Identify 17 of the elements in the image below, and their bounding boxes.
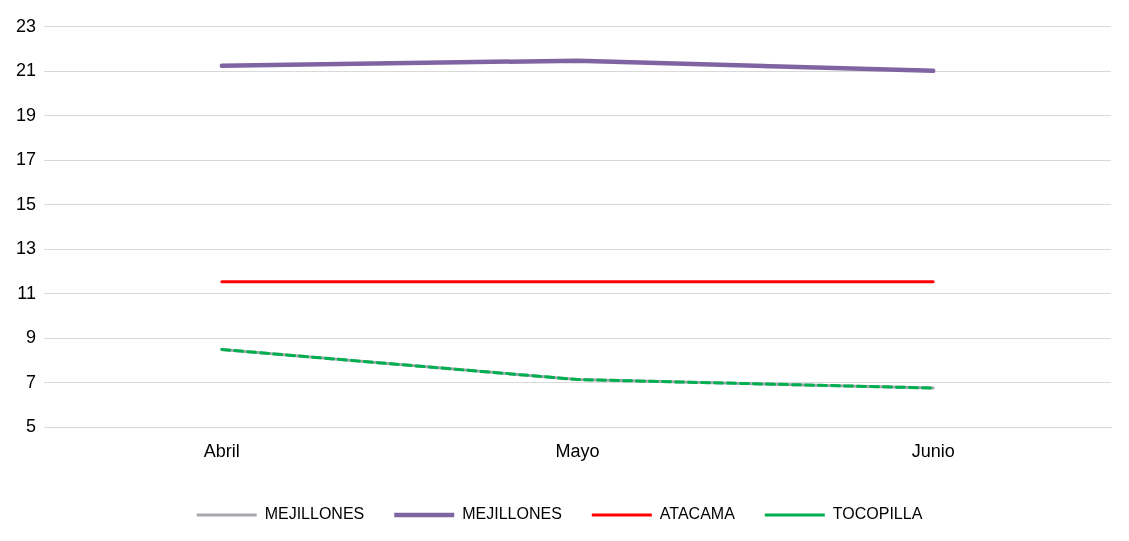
legend-label: TOCOPILLA — [832, 505, 923, 523]
legend-label: MEJILLONES — [462, 505, 562, 523]
legend-label: MEJILLONES — [264, 505, 365, 523]
y-tick-label: 9 — [26, 327, 37, 348]
y-tick-label: 11 — [17, 282, 37, 303]
y-tick-label: 5 — [26, 416, 37, 437]
y-tick-label: 15 — [15, 193, 37, 214]
y-tick-label: 23 — [15, 15, 37, 36]
x-tick-label: Mayo — [555, 441, 600, 462]
y-tick-label: 13 — [15, 238, 37, 259]
y-tick-label: 17 — [15, 149, 37, 170]
x-tick-label: Abril — [203, 441, 240, 462]
legend-label: ATACAMA — [659, 505, 736, 523]
y-tick-label: 21 — [15, 60, 37, 81]
x-tick-label: Junio — [911, 441, 955, 462]
y-tick-label: 7 — [26, 371, 37, 392]
y-tick-label: 19 — [15, 104, 37, 125]
